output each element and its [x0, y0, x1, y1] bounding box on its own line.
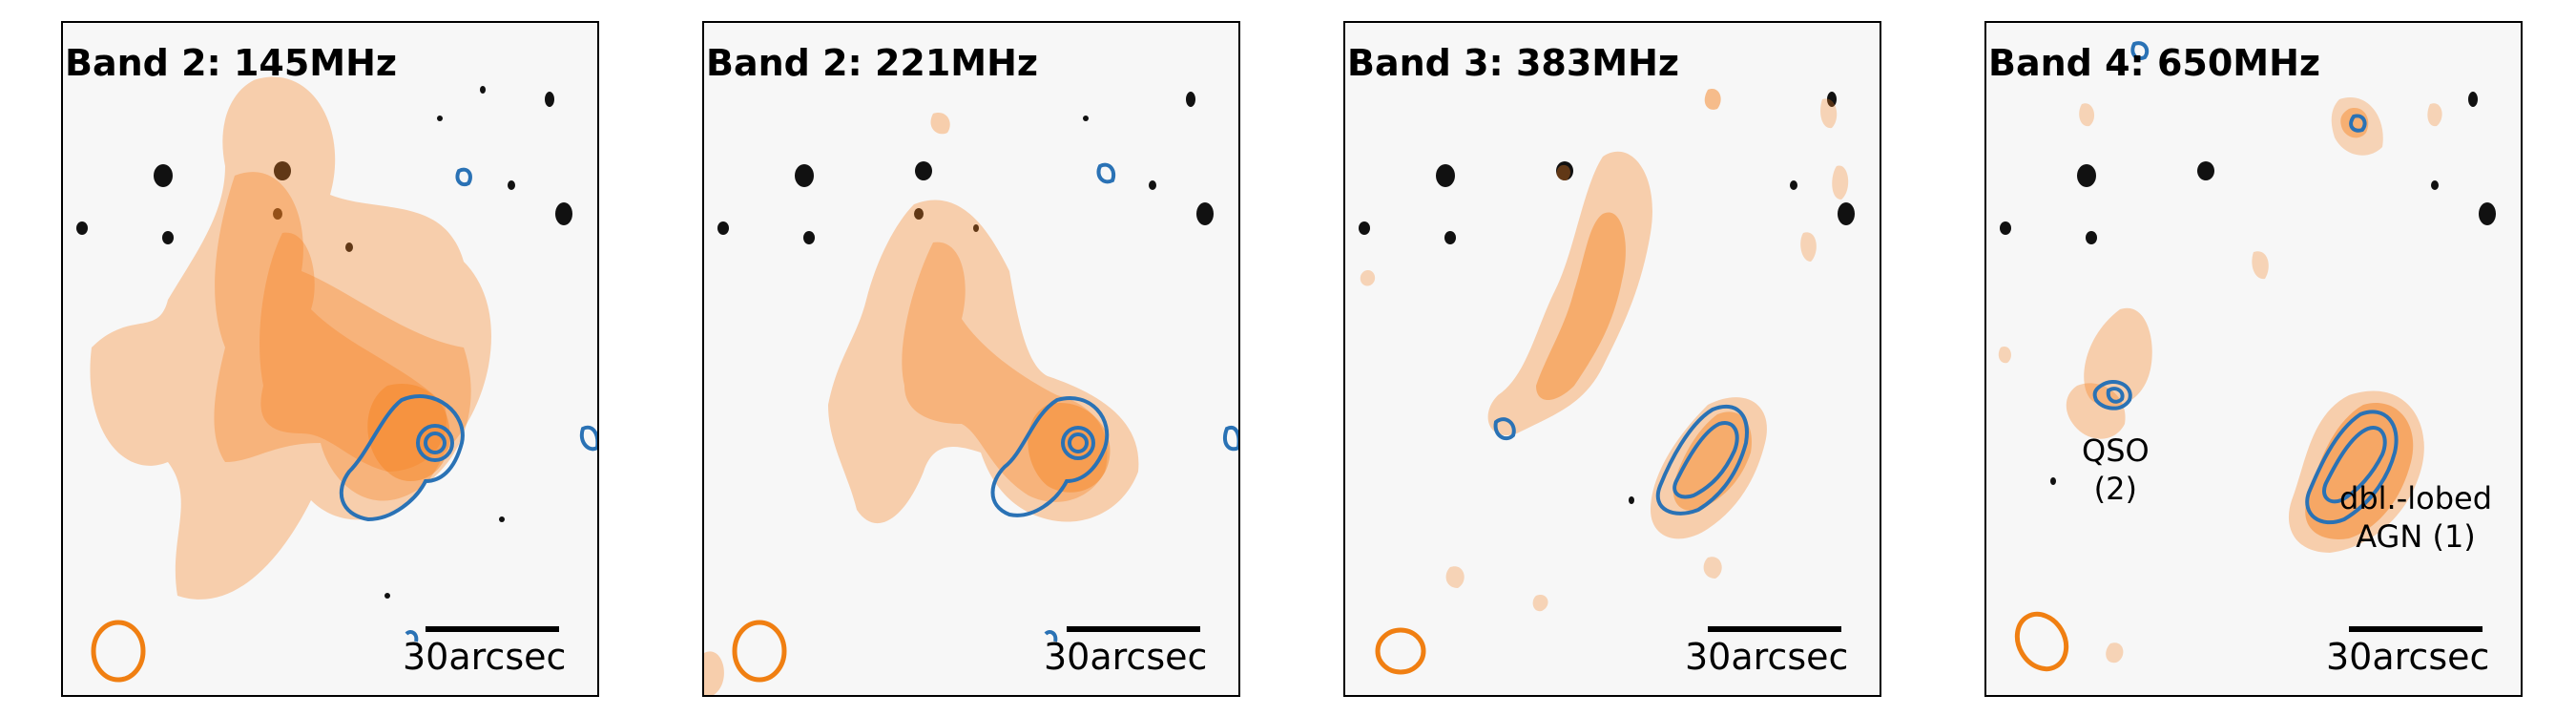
beam-ellipse	[2014, 611, 2069, 672]
optical-sources	[2000, 92, 2496, 485]
optical-contours	[2092, 41, 2399, 525]
optical-contours	[339, 167, 597, 642]
optical-sources	[76, 86, 572, 599]
qso-label-line2: (2)	[2093, 471, 2137, 507]
agn-label-line2: AGN (1)	[2356, 518, 2476, 555]
panel-band4-650mhz: Band 4: 650MHz QSO (2) dbl.-lobed AGN (1…	[1984, 21, 2523, 697]
agn-label-line1: dbl.-lobed	[2339, 480, 2493, 516]
panel-band3-383mhz: Band 3: 383MHz 30arcsec	[1343, 21, 1881, 697]
panel-band2-221mhz: Band 2: 221MHz 30arcsec	[702, 21, 1240, 697]
optical-contours	[1493, 404, 1749, 516]
scale-label: 30arcsec	[403, 636, 567, 678]
scale-bar	[1708, 626, 1841, 632]
panel-image	[1998, 41, 2496, 672]
panel-image	[76, 76, 597, 683]
panel-title: Band 4: 650MHz	[1988, 42, 2321, 84]
agn-label: dbl.-lobed AGN (1)	[2339, 479, 2492, 556]
panel-title: Band 3: 383MHz	[1347, 42, 1680, 84]
panel-image	[1359, 89, 1855, 675]
radio-contours	[704, 113, 1139, 695]
optical-sources	[1359, 92, 1855, 504]
scale-bar	[2349, 626, 2483, 632]
panel-band2-145mhz: Band 2: 145MHz 30arcsec	[61, 21, 599, 697]
optical-sources	[717, 92, 1214, 244]
radio-contours	[1360, 89, 1849, 612]
panel-image	[704, 92, 1238, 695]
scale-label: 30arcsec	[2326, 636, 2490, 678]
panel-title: Band 2: 145MHz	[65, 42, 398, 84]
qso-label-line1: QSO	[2082, 432, 2150, 469]
radio-contours	[90, 76, 491, 600]
panel-title: Band 2: 221MHz	[706, 42, 1039, 84]
scale-bar	[426, 626, 559, 632]
scale-bar	[1067, 626, 1200, 632]
radio-contours	[1998, 97, 2442, 663]
scale-label: 30arcsec	[1685, 636, 1849, 678]
optical-contours	[990, 162, 1238, 642]
beam-ellipse	[91, 620, 146, 683]
beam-ellipse	[732, 620, 787, 683]
qso-label: QSO (2)	[2082, 432, 2150, 508]
beam-ellipse	[1375, 627, 1426, 675]
scale-label: 30arcsec	[1044, 636, 1208, 678]
